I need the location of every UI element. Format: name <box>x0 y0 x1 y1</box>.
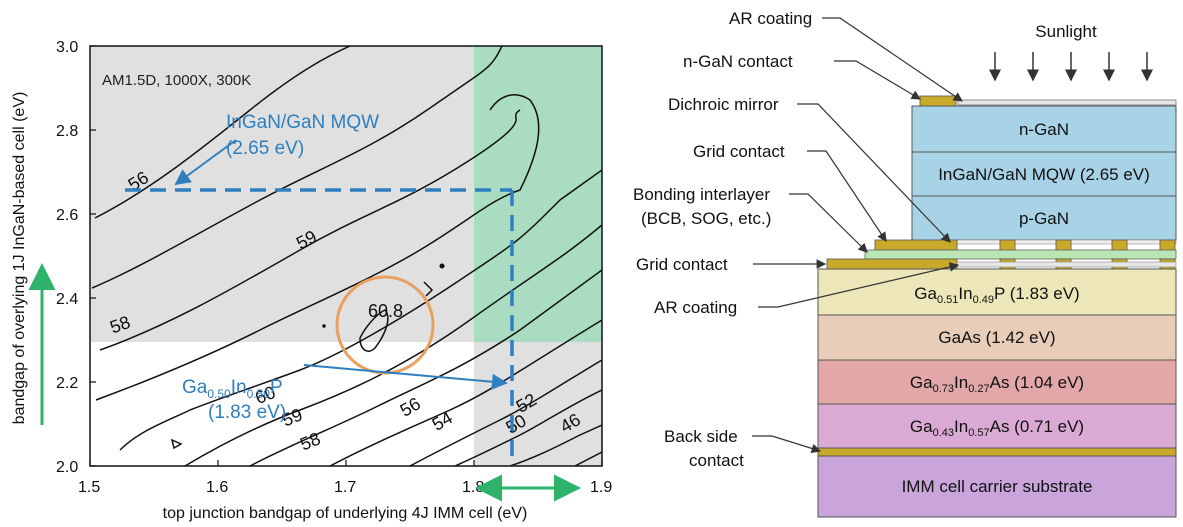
layer-substrate <box>817 455 1177 518</box>
condition-label: AM1.5D, 1000X, 300K <box>102 72 251 89</box>
device-stack-diagram: Sunlight n-GaN InGaN/GaN MQW (2.65 eV) p… <box>633 9 1177 518</box>
y-tick-label: 2.8 <box>56 123 78 140</box>
callout-back-side-1: Back side <box>664 427 738 446</box>
mqw-annotation-line2: (2.65 eV) <box>226 138 304 159</box>
callout-ar-coating-bottom: AR coating <box>654 298 737 317</box>
contour-label: 56 <box>397 393 424 420</box>
ar-coating-top-layer <box>957 99 1177 106</box>
gray-region-lower-right <box>474 342 602 466</box>
layer-gainp-label: Ga0.51In0.49P (1.83 eV) <box>914 284 1079 306</box>
green-region <box>474 46 602 342</box>
sunlight-label: Sunlight <box>1035 22 1097 41</box>
gainp-arrow <box>303 364 508 390</box>
n-gan-contact-pad <box>919 95 957 107</box>
callout-bonding-2: (BCB, SOG, etc.) <box>641 209 771 228</box>
y-tick-label: 3.0 <box>56 39 78 56</box>
layer-substrate-label: IMM cell carrier substrate <box>902 477 1093 496</box>
mqw-arrow <box>174 139 237 186</box>
layer-n-gan-label: n-GaN <box>1019 120 1069 139</box>
contour-plot: 56 59 58 60 59 58 56 54 50 52 46 <box>11 39 612 522</box>
layer-p-gan-label: p-GaN <box>1019 209 1069 228</box>
layer-ingaas-2-label: Ga0.43In0.57As (0.71 eV) <box>910 417 1084 439</box>
x-axis-title: top junction bandgap of underlying 4J IM… <box>163 505 528 522</box>
bonding-interlayer <box>864 249 1177 260</box>
contour-label: 54 <box>429 407 456 434</box>
layer-ingaas-1 <box>817 359 1177 405</box>
callout-grid-contact-bottom: Grid contact <box>636 255 728 274</box>
gainp-annotation-line2: (1.83 eV) <box>208 402 286 423</box>
dashed-guides <box>125 188 514 466</box>
ar-coating-bottom-layer <box>956 261 1177 268</box>
callout-ar-coating-top: AR coating <box>729 9 812 28</box>
callout-dichroic-mirror: Dichroic mirror <box>668 95 779 114</box>
x-tick-label: 1.6 <box>206 479 228 496</box>
x-tick-label: 1.7 <box>334 479 356 496</box>
gainp-annotation: Ga0.50In0.50P <box>182 377 283 401</box>
y-axis-title: bandgap of overlying 1J InGaN-based cell… <box>11 92 28 425</box>
callout-grid-contact-top: Grid contact <box>693 142 785 161</box>
layer-gaas-label: GaAs (1.42 eV) <box>938 328 1055 347</box>
mqw-annotation-line1: InGaN/GaN MQW <box>226 112 379 133</box>
layer-p-gan <box>911 195 1177 241</box>
callout-bonding-1: Bonding interlayer <box>633 185 770 204</box>
y-tick-label: 2.6 <box>56 207 78 224</box>
sunlight-arrows <box>989 52 1153 82</box>
x-tick-label: 1.9 <box>590 479 612 496</box>
back-side-contact-layer <box>817 447 1177 457</box>
leader-lines <box>752 17 963 454</box>
callout-back-side-2: contact <box>689 451 744 470</box>
layer-ingaas-2 <box>817 403 1177 449</box>
y-tick-label: 2.4 <box>56 291 78 308</box>
y-tick-label: 2.0 <box>56 459 78 476</box>
y-tick-label: 2.2 <box>56 375 78 392</box>
layer-mqw-label: InGaN/GaN MQW (2.65 eV) <box>938 165 1150 184</box>
callout-n-gan-contact: n-GaN contact <box>683 52 793 71</box>
layer-gainp <box>817 268 1177 316</box>
gray-region-upper <box>90 46 474 342</box>
x-tick-label: 1.5 <box>78 479 100 496</box>
layer-ingaas-1-label: Ga0.73In0.27As (1.04 eV) <box>910 373 1084 395</box>
peak-label: 60.8 <box>368 301 403 321</box>
contour-lines <box>91 46 602 466</box>
axis-ticks <box>89 45 603 467</box>
